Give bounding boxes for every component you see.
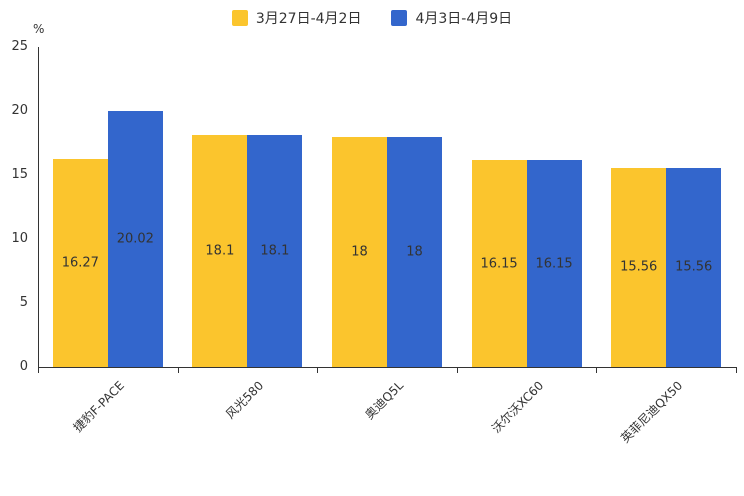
legend-item-series-1[interactable]: 3月27日-4月2日: [231, 8, 362, 28]
bar-value-label: 15.56: [620, 259, 658, 275]
y-axis-tick-labels: 0 5 10 15 20 25: [0, 0, 32, 496]
bar-series-2[interactable]: 18: [386, 136, 442, 367]
bar-value-label: 18: [351, 244, 368, 260]
x-axis-ticks: [38, 368, 737, 374]
bar-series-2[interactable]: 18.1: [247, 135, 303, 367]
bar-pair: 16.27 20.02: [52, 47, 163, 367]
bar-series-1[interactable]: 16.27: [52, 158, 108, 367]
category-group: 16.15 16.15 沃尔沃XC60: [457, 47, 597, 436]
bar-series-2[interactable]: 16.15: [526, 160, 582, 367]
y-axis-tick-label: 10: [11, 231, 28, 246]
x-axis-category-label: 奥迪Q5L: [362, 378, 407, 423]
bar-series-1[interactable]: 16.15: [471, 160, 527, 367]
bar-value-label: 18.1: [260, 243, 290, 259]
bar-series-2[interactable]: 15.56: [666, 167, 722, 367]
category-group: 16.27 20.02 捷豹F-PACE: [38, 47, 178, 435]
plot-area: 16.27 20.02 捷豹F-PACE 18.1 18.1 风光580 18 18 奥迪Q5L…: [38, 47, 736, 446]
bar-value-label: 16.27: [61, 255, 99, 271]
y-axis-tick-label: 0: [19, 359, 28, 374]
bar-value-label: 20.02: [116, 231, 154, 247]
legend-swatch-yellow: [231, 10, 248, 26]
x-axis-category-label: 风光580: [223, 378, 267, 422]
category-group: 15.56 15.56 英菲尼迪QX50: [596, 47, 736, 446]
x-axis-tick: [317, 368, 319, 373]
legend-label-series-2: 4月3日-4月9日: [415, 11, 513, 27]
category-group: 18.1 18.1 风光580: [178, 47, 318, 421]
bar-series-1[interactable]: 15.56: [611, 167, 667, 367]
bar-pair: 18.1 18.1: [192, 47, 303, 367]
x-axis-tick: [177, 368, 179, 373]
y-axis-tick-label: 5: [19, 295, 28, 310]
bar-series-2[interactable]: 20.02: [107, 110, 163, 367]
x-axis-tick: [736, 368, 737, 373]
bar-pair: 16.15 16.15: [471, 47, 582, 367]
y-axis-tick-label: 25: [11, 39, 28, 54]
x-axis-line: [38, 367, 737, 368]
bar-series-1[interactable]: 18: [331, 136, 387, 367]
x-axis-tick: [596, 368, 598, 373]
legend-item-series-2[interactable]: 4月3日-4月9日: [391, 8, 512, 28]
x-axis-category-label: 沃尔沃XC60: [488, 378, 546, 436]
bar-pair: 18 18: [331, 47, 442, 367]
x-axis-category-label: 英菲尼迪QX50: [618, 378, 686, 446]
y-axis-tick-label: 15: [11, 167, 28, 182]
bar-value-label: 18.1: [205, 243, 235, 259]
category-group: 18 18 奥迪Q5L: [317, 47, 457, 422]
y-axis-unit-label: %: [33, 22, 45, 36]
bar-value-label: 16.15: [535, 256, 573, 272]
legend-label-series-1: 3月27日-4月2日: [255, 11, 362, 27]
bar-pair: 15.56 15.56: [611, 47, 722, 367]
x-axis-category-label: 捷豹F-PACE: [70, 378, 128, 435]
x-axis-tick: [38, 368, 39, 373]
bar-series-1[interactable]: 18.1: [192, 135, 248, 367]
legend-swatch-blue: [391, 10, 408, 26]
bar-value-label: 15.56: [675, 259, 713, 275]
bar-value-label: 16.15: [480, 256, 518, 272]
bar-value-label: 18: [406, 244, 423, 260]
x-axis-tick: [456, 368, 458, 373]
y-axis-line: [38, 47, 39, 368]
legend: 3月27日-4月2日 4月3日-4月9日: [0, 8, 744, 28]
y-axis-tick-label: 20: [11, 103, 28, 118]
